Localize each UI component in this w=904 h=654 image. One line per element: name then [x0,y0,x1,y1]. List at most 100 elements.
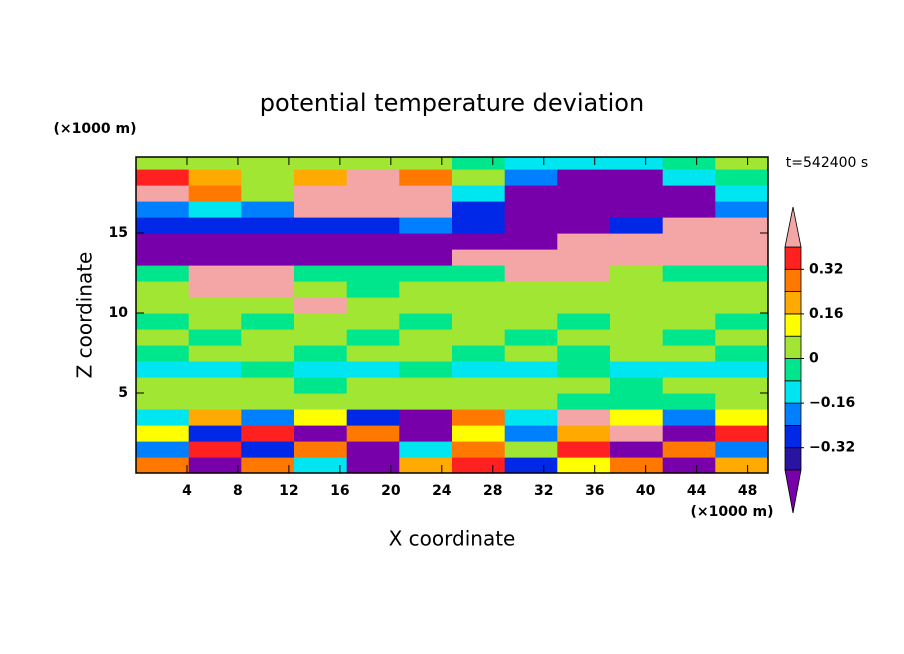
contour-cell [399,281,453,298]
contour-cell [557,345,611,362]
contour-cell [715,201,768,218]
contour-cell [241,281,295,298]
contour-cell [557,361,611,378]
contour-cell [136,201,190,218]
contour-cell [188,217,242,234]
contour-cell [136,409,190,426]
contour-cell [662,457,716,473]
x-unit: (×1000 m) [691,504,774,520]
contour-cell [294,265,348,282]
contour-cell [188,425,242,442]
contour-cell [136,157,190,170]
x-tick-label: 32 [534,483,553,499]
contour-cell [346,313,400,330]
contour-cell [715,329,768,346]
contour-cell [188,185,242,202]
contour-cell [504,409,558,426]
contour-cell [399,217,453,234]
contour-cell [294,297,348,314]
contour-cell [346,393,400,410]
contour-cell [241,361,295,378]
contour-cell [294,201,348,218]
colorbar-segment [784,313,802,337]
contour-cell [294,457,348,473]
contour-cell [241,157,295,170]
colorbar-segment [784,380,802,404]
contour-cell [188,329,242,346]
contour-cell [136,345,190,362]
x-tick-label: 12 [279,483,298,499]
contour-cell [610,457,664,473]
contour-cell [610,329,664,346]
x-tick-label: 28 [483,483,502,499]
contour-cell [294,233,348,250]
contour-cell [188,249,242,266]
contour-cell [715,217,768,234]
x-tick-label: 20 [381,483,401,499]
contour-cell [294,169,348,186]
contour-cell [188,265,242,282]
colorbar-segment [784,447,802,471]
contour-cell [715,425,768,442]
contour-cell [346,281,400,298]
colorbar-tick-label: −0.32 [809,440,855,456]
contour-field [136,157,768,473]
contour-cell [452,345,506,362]
contour-cell [136,457,190,473]
contour-cell [662,265,716,282]
contour-cell [662,361,716,378]
y-tick-label: 15 [109,225,128,241]
contour-cell [136,281,190,298]
contour-cell [452,157,506,170]
contour-cell [346,297,400,314]
contour-cell [557,441,611,458]
contour-cell [504,361,558,378]
contour-cell [662,425,716,442]
contour-cell [346,377,400,394]
contour-cell [136,377,190,394]
colorbar-segment [784,358,802,382]
contour-cell [241,249,295,266]
contour-cell [241,265,295,282]
contour-cell [557,313,611,330]
contour-cell [452,377,506,394]
colorbar-segment [784,246,802,270]
contour-cell [346,425,400,442]
contour-cell [504,157,558,170]
contour-cell [715,157,768,170]
time-annotation: t=542400 s [786,155,868,171]
contour-cell [557,281,611,298]
contour-cell [662,345,716,362]
colorbar-segment [784,335,802,359]
contour-cell [715,345,768,362]
contour-cell [452,441,506,458]
contour-cell [557,249,611,266]
contour-cell [399,441,453,458]
contour-cell [610,297,664,314]
contour-cell [662,157,716,170]
contour-cell [715,361,768,378]
contour-cell [715,169,768,186]
contour-cell [504,249,558,266]
contour-cell [399,169,453,186]
contour-cell [241,425,295,442]
contour-cell [610,169,664,186]
contour-cell [662,169,716,186]
contour-cell [188,393,242,410]
y-unit: (×1000 m) [54,121,137,137]
contour-cell [188,457,242,473]
contour-cell [504,441,558,458]
contour-cell [504,217,558,234]
contour-cell [504,345,558,362]
contour-cell [188,201,242,218]
contour-cell [241,185,295,202]
x-tick-label: 44 [687,483,707,499]
contour-cell [452,249,506,266]
contour-cell [610,361,664,378]
contour-cell [241,345,295,362]
contour-cell [610,157,664,170]
contour-cell [452,217,506,234]
contour-cell [188,377,242,394]
contour-cell [294,425,348,442]
contour-cell [399,377,453,394]
